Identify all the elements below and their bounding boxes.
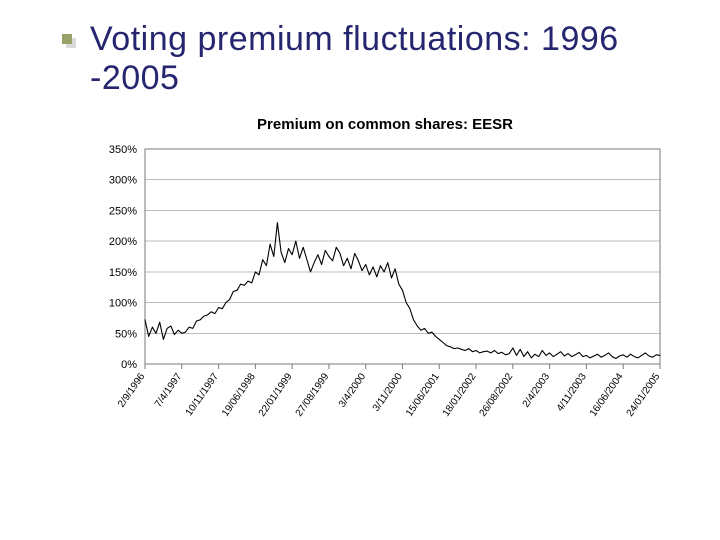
chart-container: Premium on common shares: EESR 0% 50% 100%… xyxy=(90,116,680,444)
x-tick-label: 18/01/2002 xyxy=(441,371,479,419)
x-tick-label: 27/08/1999 xyxy=(294,371,332,419)
y-tick-label: 0% xyxy=(121,359,137,371)
line-chart: 0% 50% 100% 150% 200% 250% 300% 350% 2/9/19967/4… xyxy=(90,139,680,444)
y-tick-label: 50% xyxy=(115,328,137,340)
x-tick-label: 24/01/2005 xyxy=(625,371,663,419)
y-tick-label: 350% xyxy=(109,144,137,156)
title-bullet-icon xyxy=(62,34,72,44)
premium-series xyxy=(145,223,660,359)
x-tick-label: 2/9/1996 xyxy=(116,371,148,410)
slide: Voting premium fluctuations: 1996 -2005 … xyxy=(0,0,720,540)
x-tick-label: 2/4/2003 xyxy=(521,371,553,410)
title-block: Voting premium fluctuations: 1996 -2005 xyxy=(90,20,680,98)
y-tick-label: 150% xyxy=(109,267,137,279)
slide-title: Voting premium fluctuations: 1996 -2005 xyxy=(90,20,680,98)
x-tick-label: 15/06/2001 xyxy=(404,371,442,419)
x-tick-label: 16/06/2004 xyxy=(588,371,626,419)
y-tick-label: 250% xyxy=(109,206,137,218)
x-tick-label: 4/11/2003 xyxy=(555,371,589,414)
x-tick-label: 26/08/2002 xyxy=(478,371,516,419)
x-tick-label: 7/4/1997 xyxy=(153,371,185,410)
x-tick-label: 22/01/1999 xyxy=(257,371,295,419)
x-tick-label: 10/11/1997 xyxy=(184,371,222,418)
y-tick-label: 300% xyxy=(109,175,137,187)
x-tick-label: 3/11/2000 xyxy=(371,371,405,414)
y-tick-label: 100% xyxy=(109,298,137,310)
y-tick-label: 200% xyxy=(109,236,137,248)
x-tick-label: 19/06/1998 xyxy=(220,371,258,419)
chart-title: Premium on common shares: EESR xyxy=(90,116,680,133)
x-tick-label: 3/4/2000 xyxy=(337,371,369,410)
